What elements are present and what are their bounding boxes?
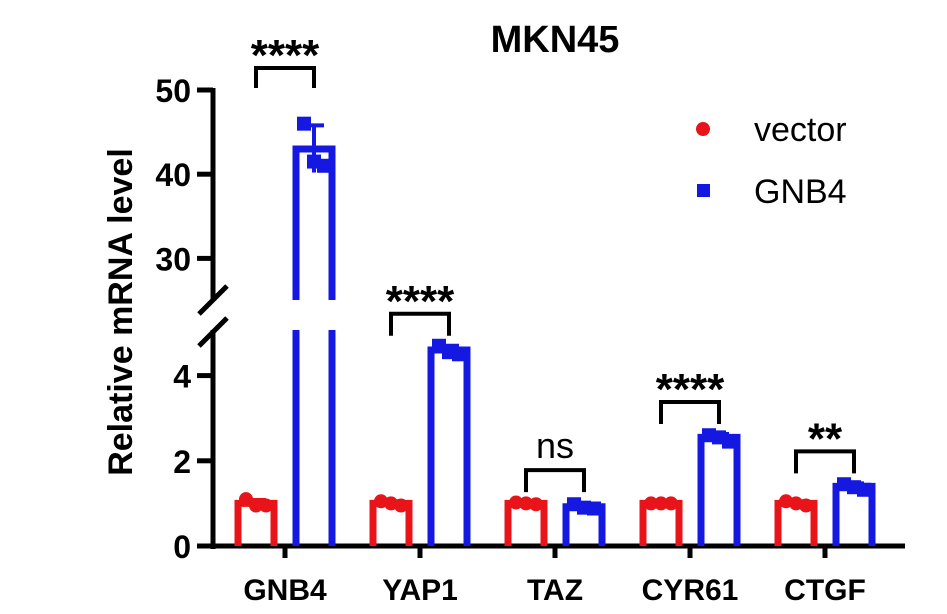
data-points [239, 116, 871, 516]
point-vector [259, 498, 273, 513]
point-gnb4 [722, 434, 736, 449]
point-vector [519, 496, 533, 511]
significance-bracket [389, 311, 451, 336]
point-gnb4 [317, 158, 331, 173]
significance-bracket [659, 399, 721, 424]
point-vector [394, 498, 408, 513]
point-vector [799, 498, 813, 513]
legend-label-gnb4: GNB4 [754, 173, 847, 211]
point-vector [654, 496, 668, 511]
chart-title: MKN45 [491, 19, 620, 61]
axes: 0 2 4 30 40 50 [155, 73, 905, 565]
point-vector [664, 496, 678, 511]
legend-marker-vector [696, 122, 710, 136]
point-vector [529, 497, 543, 512]
bar-gnb4-yap1 [427, 346, 471, 546]
x-tick-label-taz: TAZ [527, 574, 583, 607]
legend-marker-gnb4 [697, 184, 710, 197]
significance-label: **** [251, 31, 320, 80]
bar-gnb4-cyr61 [697, 433, 741, 546]
significance-label: **** [656, 365, 725, 414]
y-tick-label: 4 [173, 359, 191, 395]
point-gnb4 [452, 347, 466, 362]
significance-bracket [254, 66, 316, 88]
significance-annotations: ********ns****** [251, 31, 856, 493]
significance-label: ns [536, 425, 574, 466]
y-tick-label: 50 [155, 73, 191, 109]
point-vector [644, 496, 658, 511]
x-tick-labels: GNB4 YAP1 TAZ CYR61 CTGF [243, 574, 866, 607]
x-tick-label-cyr61: CYR61 [642, 574, 739, 607]
significance-bracket [524, 468, 586, 493]
y-tick-label: 40 [155, 157, 191, 193]
point-vector [249, 498, 263, 513]
point-gnb4 [857, 482, 871, 497]
significance-label: **** [386, 277, 455, 326]
x-tick-label-gnb4: GNB4 [243, 574, 327, 607]
significance-label: ** [808, 414, 843, 463]
point-gnb4 [297, 116, 311, 131]
axis-break-mark [197, 316, 229, 348]
point-gnb4 [587, 501, 601, 516]
legend-label-vector: vector [754, 111, 847, 149]
x-tick-label-yap1: YAP1 [382, 574, 458, 607]
point-vector [239, 492, 253, 507]
y-tick-label: 0 [173, 529, 191, 565]
legend: vector GNB4 [696, 111, 847, 211]
y-tick-label: 30 [155, 241, 191, 277]
point-vector [509, 495, 523, 510]
significance-bracket [794, 449, 856, 474]
y-axis-label: Relative mRNA level [102, 148, 140, 476]
y-tick-label: 2 [173, 444, 191, 480]
bar-gnb4-gnb4 [292, 330, 336, 546]
axis-break-mark [197, 284, 229, 316]
x-tick-label-ctgf: CTGF [784, 574, 866, 607]
